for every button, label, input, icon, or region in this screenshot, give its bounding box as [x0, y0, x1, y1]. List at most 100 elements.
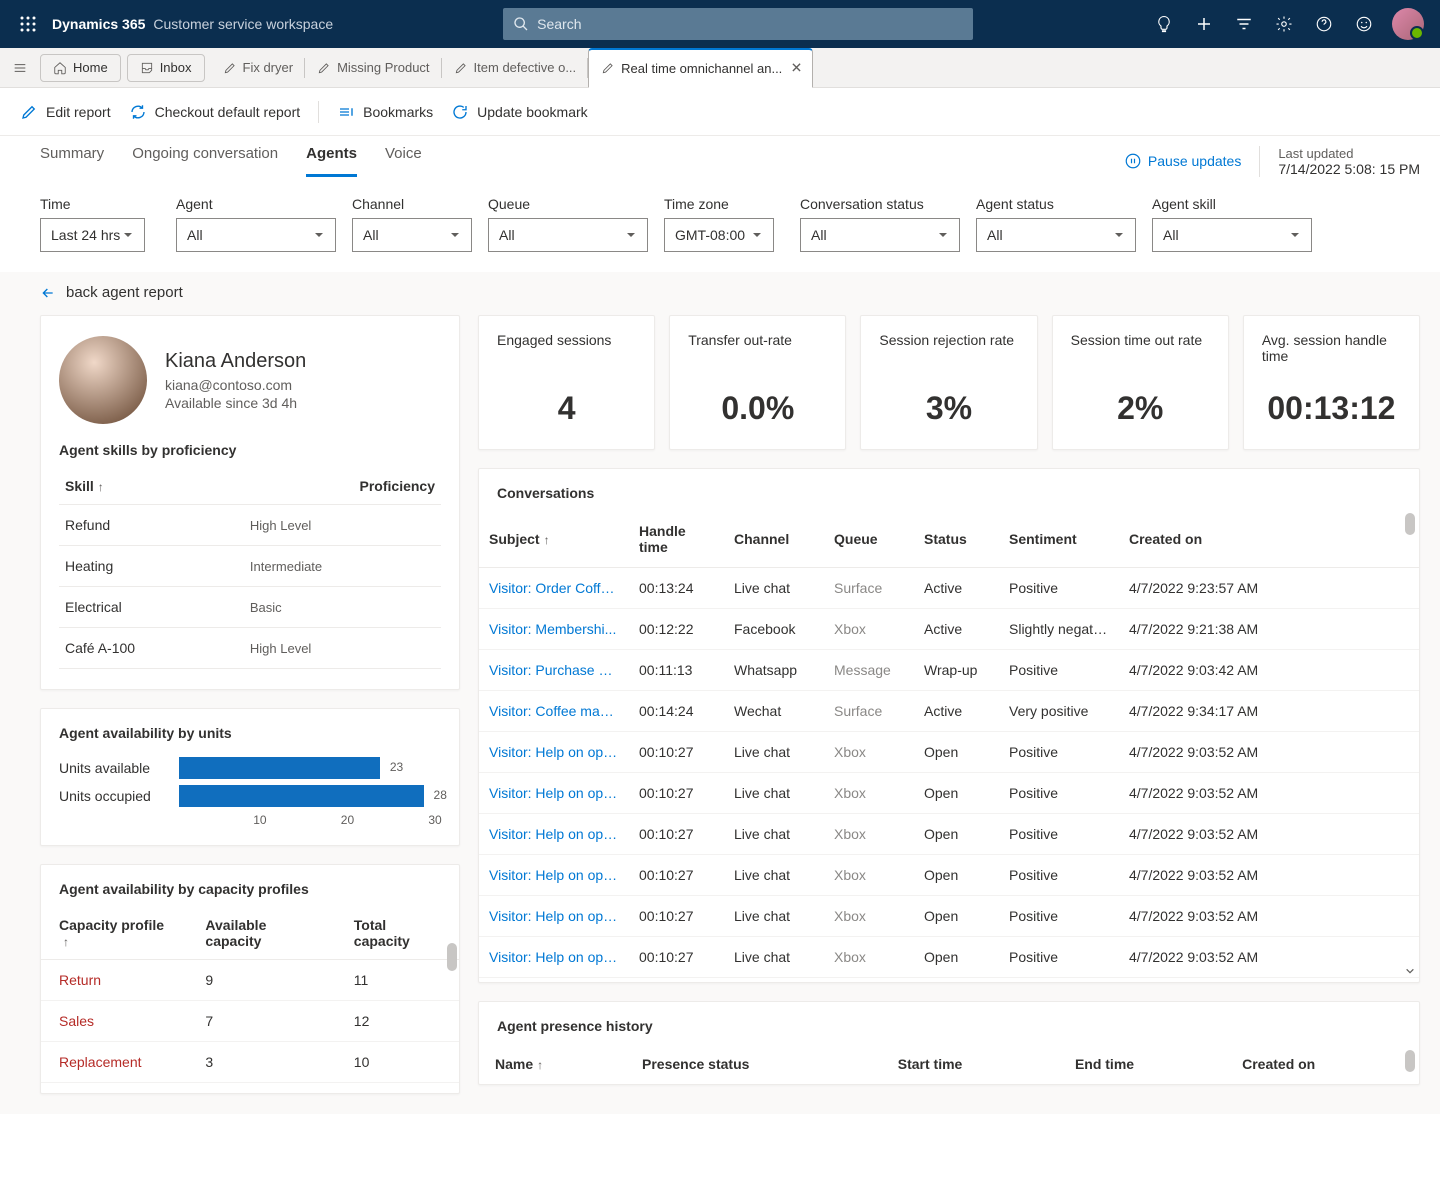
queue: Message: [824, 650, 914, 691]
conversation-subject-link[interactable]: Visitor: Help on ope...: [479, 732, 629, 773]
session-tab[interactable]: Missing Product: [305, 48, 441, 88]
conversation-subject-link[interactable]: Visitor: Coffee mach...: [479, 691, 629, 732]
session-tab-label: Fix dryer: [243, 60, 294, 75]
filter-select[interactable]: All: [800, 218, 960, 252]
session-tab[interactable]: Item defective o...: [442, 48, 589, 88]
handle-time: 00:11:13: [629, 650, 724, 691]
conversation-subject-link[interactable]: Visitor: Help on ope...: [479, 773, 629, 814]
chevron-down-icon: [122, 229, 134, 241]
home-tab[interactable]: Home: [40, 54, 121, 82]
created-on-header[interactable]: Created on: [1119, 511, 1419, 568]
conversation-subject-link[interactable]: Visitor: Order Coffe...: [479, 568, 629, 609]
handle-time-header[interactable]: Handle time: [629, 511, 724, 568]
kpi-row: Engaged sessions4Transfer out-rate0.0%Se…: [478, 315, 1420, 450]
user-avatar[interactable]: [1392, 8, 1424, 40]
scrollbar-thumb[interactable]: [447, 943, 457, 971]
presence-created-header[interactable]: Created on: [1226, 1044, 1419, 1084]
table-row: Sales712: [41, 1001, 459, 1042]
kpi-value: 00:13:12: [1262, 390, 1401, 427]
total-capacity-header[interactable]: Total capacity: [336, 907, 459, 960]
filter-select[interactable]: All: [488, 218, 648, 252]
conversation-subject-link[interactable]: Visitor: Help on ope...: [479, 814, 629, 855]
filter-select[interactable]: All: [1152, 218, 1312, 252]
report-tab[interactable]: Agents: [306, 145, 357, 177]
lightbulb-icon[interactable]: [1144, 0, 1184, 48]
kpi-label: Avg. session handle time: [1262, 332, 1401, 372]
filter-select[interactable]: All: [176, 218, 336, 252]
inbox-tab[interactable]: Inbox: [127, 54, 205, 82]
session-tab[interactable]: Real time omnichannel an...✕: [588, 48, 813, 88]
capacity-profile-link[interactable]: Return: [41, 960, 187, 1001]
channel-header[interactable]: Channel: [724, 511, 824, 568]
filter-select[interactable]: All: [976, 218, 1136, 252]
checkout-report-button[interactable]: Checkout default report: [129, 103, 301, 121]
capacity-profile-header[interactable]: Capacity profile↑: [41, 907, 187, 960]
available-capacity-header[interactable]: Available capacity: [187, 907, 335, 960]
presence-status-header[interactable]: Presence status: [626, 1044, 882, 1084]
created-on: 4/7/2022 9:21:38 AM: [1119, 609, 1419, 650]
edit-report-button[interactable]: Edit report: [20, 103, 111, 121]
sync-icon: [451, 103, 469, 121]
conversation-subject-link[interactable]: Visitor: Help on ope...: [479, 855, 629, 896]
report-tab[interactable]: Summary: [40, 145, 104, 177]
presence-start-header[interactable]: Start time: [882, 1044, 1059, 1084]
handle-time: 00:10:27: [629, 855, 724, 896]
scrollbar-thumb[interactable]: [1405, 513, 1415, 535]
search-input[interactable]: [537, 16, 963, 32]
kpi-value: 0.0%: [688, 390, 827, 427]
skill-header[interactable]: Skill↑: [59, 468, 244, 505]
global-search[interactable]: [503, 8, 973, 40]
filter-select[interactable]: GMT-08:00: [664, 218, 774, 252]
table-row: Replacement310: [41, 1042, 459, 1083]
queue: Xbox: [824, 896, 914, 937]
app-launcher-icon[interactable]: [8, 0, 48, 48]
report-tab[interactable]: Voice: [385, 145, 422, 177]
channel: Live chat: [724, 855, 824, 896]
conversation-subject-link[interactable]: Visitor: Help on ope...: [479, 896, 629, 937]
close-icon[interactable]: ✕: [791, 60, 803, 77]
presence-name-header[interactable]: Name↑: [479, 1044, 626, 1084]
filter-value: Last 24 hrs: [51, 227, 120, 243]
presence-end-header[interactable]: End time: [1059, 1044, 1226, 1084]
bookmarks-button[interactable]: Bookmarks: [337, 103, 433, 121]
sentiment: Positive: [999, 732, 1119, 773]
bar-value: 23: [390, 760, 403, 774]
pause-updates-button[interactable]: Pause updates: [1124, 152, 1241, 170]
help-icon[interactable]: [1304, 0, 1344, 48]
kpi-card: Transfer out-rate0.0%: [669, 315, 846, 450]
smiley-icon[interactable]: [1344, 0, 1384, 48]
scroll-down-icon[interactable]: [1405, 966, 1415, 976]
status-header[interactable]: Status: [914, 511, 999, 568]
conversation-subject-link[interactable]: Visitor: Help on ope...: [479, 937, 629, 978]
filter-label: Agent: [176, 196, 336, 212]
gear-icon[interactable]: [1264, 0, 1304, 48]
filter-select[interactable]: All: [352, 218, 472, 252]
kpi-value: 4: [497, 390, 636, 427]
filter-icon[interactable]: [1224, 0, 1264, 48]
conversation-subject-link[interactable]: Visitor: Purchase gif...: [479, 650, 629, 691]
filter-select[interactable]: Last 24 hrs: [40, 218, 145, 252]
queue: Surface: [824, 691, 914, 732]
hamburger-icon[interactable]: [4, 52, 36, 84]
filter-label: Time: [40, 196, 160, 212]
skill-proficiency: Basic: [244, 587, 441, 628]
report-tabs: Summary Ongoing conversation Agents Voice P…: [0, 136, 1440, 186]
plus-icon[interactable]: [1184, 0, 1224, 48]
chevron-down-icon: [751, 229, 763, 241]
sentiment-header[interactable]: Sentiment: [999, 511, 1119, 568]
proficiency-header[interactable]: Proficiency: [244, 468, 441, 505]
report-tab[interactable]: Ongoing conversation: [132, 145, 278, 177]
session-tab[interactable]: Fix dryer: [211, 48, 306, 88]
filter-label: Agent status: [976, 196, 1136, 212]
conversation-subject-link[interactable]: Visitor: Membershi...: [479, 609, 629, 650]
queue-header[interactable]: Queue: [824, 511, 914, 568]
scrollbar-thumb[interactable]: [1405, 1050, 1415, 1072]
capacity-profile-link[interactable]: Sales: [41, 1001, 187, 1042]
update-bookmark-button[interactable]: Update bookmark: [451, 103, 588, 121]
back-link[interactable]: back agent report: [40, 284, 1420, 301]
subject-header[interactable]: Subject↑: [479, 511, 629, 568]
checkout-report-label: Checkout default report: [155, 104, 301, 120]
capacity-profile-link[interactable]: Replacement: [41, 1042, 187, 1083]
filter-label: Channel: [352, 196, 472, 212]
queue: Xbox: [824, 855, 914, 896]
